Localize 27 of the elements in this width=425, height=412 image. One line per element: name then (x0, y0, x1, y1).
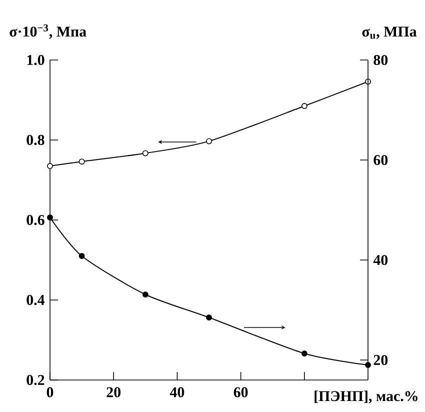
point (78, 158, 85, 165)
point (301, 350, 308, 356)
point (206, 138, 212, 144)
y-tick-label: 0.6 (26, 214, 44, 226)
point (142, 292, 148, 298)
x-tick-label: 20 (106, 387, 121, 398)
point (78, 253, 85, 259)
point (142, 150, 148, 156)
x-tick-label: 60 (234, 387, 248, 398)
point (365, 362, 371, 368)
y2-axis-title: σ$_{u}$, МПа (362, 26, 417, 39)
y2-tick-label: 20 (374, 354, 388, 366)
y-tick-label: 0.8 (26, 134, 44, 146)
y-tick-label: 1.0 (27, 54, 44, 66)
x-tick-label: 40 (170, 387, 184, 398)
x-axis-title: [ПЭНП], мас.% (314, 390, 418, 404)
point (301, 103, 308, 109)
y2-tick-label: 80 (374, 54, 388, 66)
y2-tick-label: 60 (374, 154, 388, 166)
point (47, 163, 53, 169)
y-axis-title: σ·10$^{−3}$, Мпа (10, 24, 86, 39)
y-tick-label: 0.2 (26, 374, 44, 386)
point (47, 214, 53, 220)
point (206, 314, 212, 320)
y2-tick-label: 40 (373, 254, 388, 266)
y-tick-label: 0.4 (26, 294, 45, 306)
x-tick-label: 0 (46, 387, 54, 398)
